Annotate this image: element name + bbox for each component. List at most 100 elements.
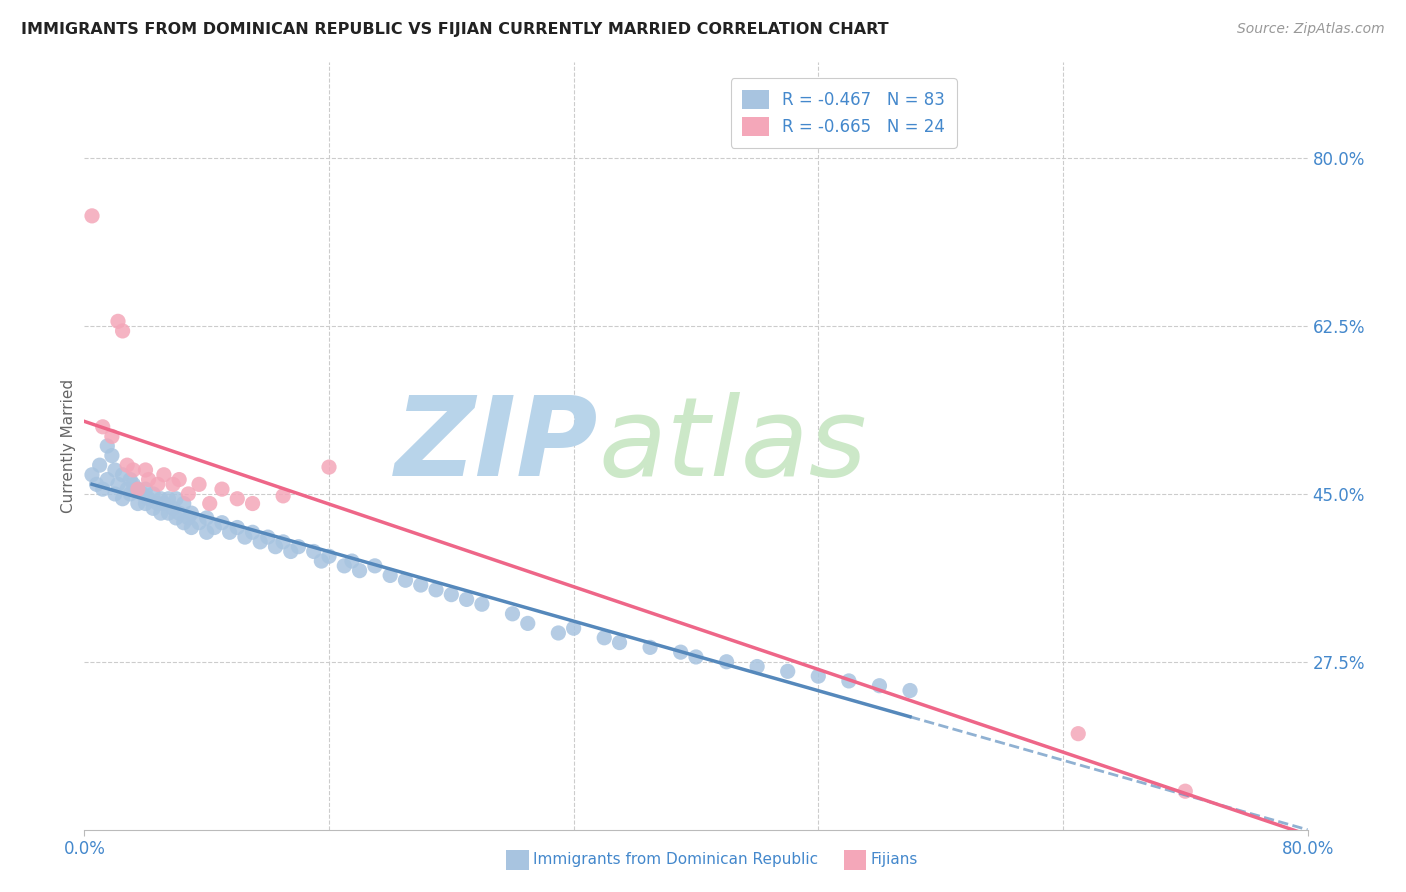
Point <box>101 429 124 443</box>
Point <box>111 491 134 506</box>
Point <box>340 554 363 568</box>
Text: Immigrants from Dominican Republic: Immigrants from Dominican Republic <box>533 853 818 867</box>
Point <box>135 463 157 477</box>
Point <box>188 516 211 530</box>
Point <box>91 420 114 434</box>
Point <box>409 578 432 592</box>
Point <box>120 473 142 487</box>
Point <box>127 496 149 510</box>
Point <box>226 520 249 534</box>
Point <box>716 655 738 669</box>
Point <box>135 482 157 496</box>
Point <box>122 477 145 491</box>
Point <box>456 592 478 607</box>
Y-axis label: Currently Married: Currently Married <box>60 379 76 513</box>
Point <box>271 534 294 549</box>
Point <box>107 314 129 328</box>
Point <box>115 458 138 473</box>
Point <box>609 635 631 649</box>
Point <box>242 525 264 540</box>
Point <box>86 477 108 491</box>
Point <box>394 574 416 588</box>
Point <box>593 631 616 645</box>
Text: ZIP: ZIP <box>395 392 598 500</box>
Text: Source: ZipAtlas.com: Source: ZipAtlas.com <box>1237 22 1385 37</box>
Point <box>318 460 340 475</box>
Point <box>157 491 180 506</box>
Point <box>162 477 184 491</box>
Point <box>747 659 769 673</box>
Point <box>80 467 103 482</box>
Point <box>177 487 200 501</box>
Point <box>173 496 195 510</box>
Point <box>218 525 240 540</box>
Point <box>89 458 111 473</box>
Point <box>153 467 176 482</box>
Point <box>142 501 165 516</box>
Point <box>180 520 202 534</box>
Point <box>280 544 302 558</box>
Point <box>180 506 202 520</box>
Point <box>271 489 294 503</box>
Point <box>138 473 160 487</box>
Point <box>638 640 661 655</box>
Point <box>157 506 180 520</box>
Point <box>669 645 692 659</box>
Point <box>131 487 153 501</box>
Legend: R = -0.467   N = 83, R = -0.665   N = 24: R = -0.467 N = 83, R = -0.665 N = 24 <box>731 78 956 148</box>
Point <box>211 516 233 530</box>
Point <box>127 482 149 496</box>
Point <box>380 568 402 582</box>
Point <box>257 530 280 544</box>
Point <box>165 491 187 506</box>
Text: IMMIGRANTS FROM DOMINICAN REPUBLIC VS FIJIAN CURRENTLY MARRIED CORRELATION CHART: IMMIGRANTS FROM DOMINICAN REPUBLIC VS FI… <box>21 22 889 37</box>
Point <box>311 554 333 568</box>
Point <box>211 482 233 496</box>
Point <box>471 597 494 611</box>
Point <box>138 491 160 506</box>
Point <box>115 482 138 496</box>
Point <box>149 506 172 520</box>
Point <box>149 491 172 506</box>
Point <box>127 482 149 496</box>
Point <box>167 473 190 487</box>
Point <box>547 626 569 640</box>
Point <box>838 673 860 688</box>
Point <box>96 439 118 453</box>
Point <box>807 669 830 683</box>
Point <box>104 487 127 501</box>
Point <box>153 496 176 510</box>
Point <box>1174 784 1197 798</box>
Point <box>440 588 463 602</box>
Point <box>177 511 200 525</box>
Point <box>287 540 309 554</box>
Point <box>101 449 124 463</box>
Point <box>111 467 134 482</box>
Point <box>167 506 190 520</box>
Point <box>96 473 118 487</box>
Point <box>91 482 114 496</box>
Point <box>107 477 129 491</box>
Point <box>898 683 921 698</box>
Point <box>122 463 145 477</box>
Point <box>146 477 169 491</box>
Point <box>869 679 891 693</box>
Point <box>202 520 225 534</box>
Point <box>264 540 287 554</box>
Point <box>333 558 356 573</box>
Point <box>120 487 142 501</box>
Point <box>188 477 211 491</box>
Point <box>146 496 169 510</box>
Point <box>162 501 184 516</box>
Point <box>364 558 387 573</box>
Point <box>302 544 325 558</box>
Point <box>502 607 524 621</box>
Point <box>242 496 264 510</box>
Point <box>233 530 256 544</box>
Text: Fijians: Fijians <box>870 853 918 867</box>
Point <box>195 511 218 525</box>
Point <box>80 209 103 223</box>
Point <box>249 534 271 549</box>
Point <box>198 496 221 510</box>
Point <box>142 487 165 501</box>
